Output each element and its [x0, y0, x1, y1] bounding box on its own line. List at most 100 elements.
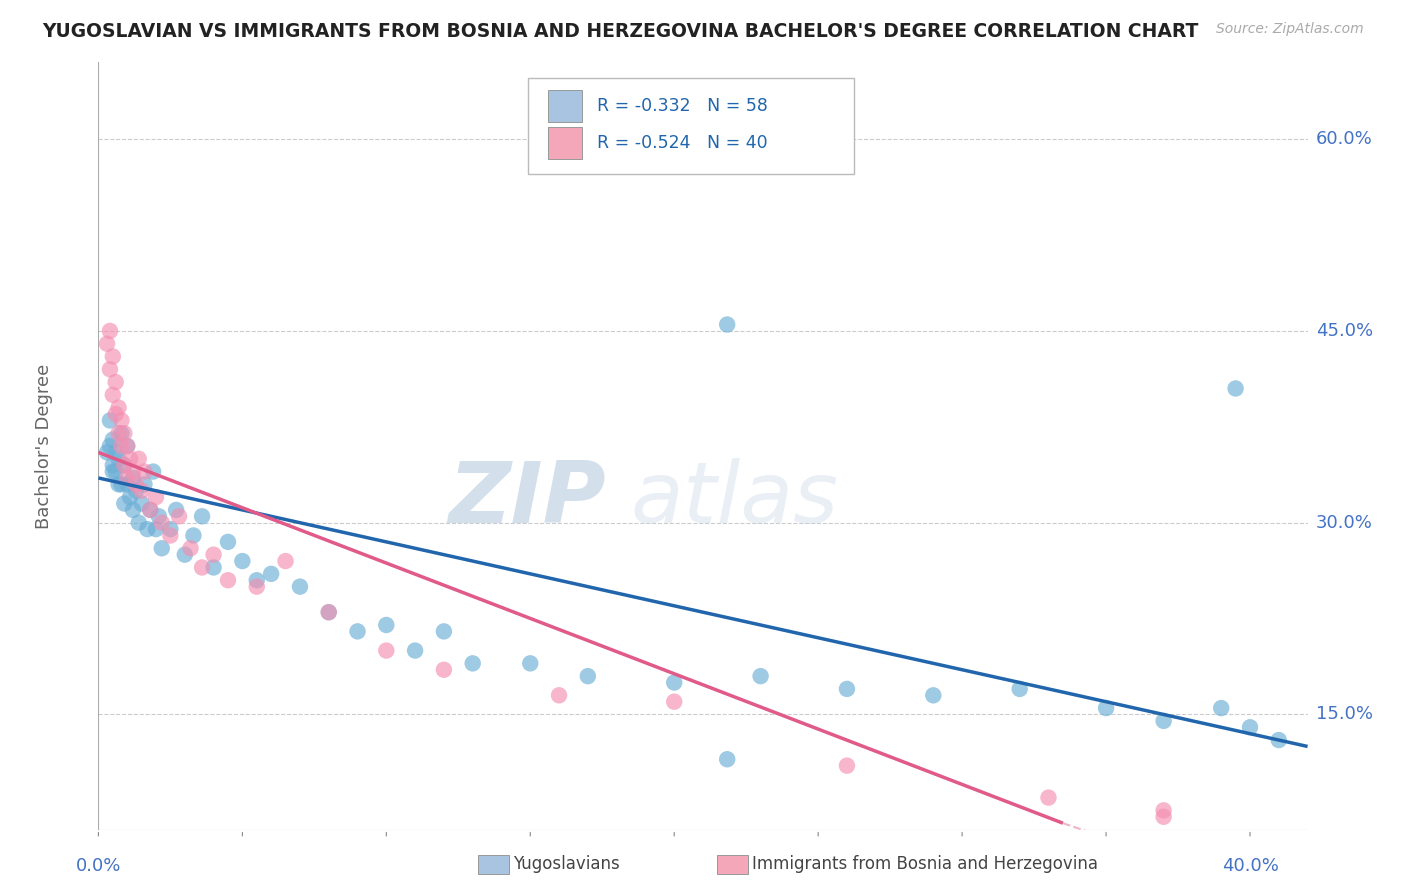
Text: YUGOSLAVIAN VS IMMIGRANTS FROM BOSNIA AND HERZEGOVINA BACHELOR'S DEGREE CORRELAT: YUGOSLAVIAN VS IMMIGRANTS FROM BOSNIA AN… [42, 22, 1198, 41]
Point [104, 465, 127, 479]
Point [98, 439, 121, 453]
Point [112, 458, 135, 473]
Point [576, 669, 599, 683]
Bar [548, 90, 582, 122]
Point [519, 657, 541, 671]
Point [96, 336, 118, 351]
Point [101, 350, 124, 364]
Point [231, 554, 253, 568]
Point [1095, 701, 1118, 715]
Text: Immigrants from Bosnia and Herzegovina: Immigrants from Bosnia and Herzegovina [752, 855, 1098, 873]
Point [548, 689, 571, 703]
Point [107, 401, 129, 415]
Point [375, 643, 398, 657]
Point [173, 548, 195, 562]
Point [217, 573, 239, 587]
Point [165, 503, 187, 517]
Point [159, 522, 181, 536]
Text: Bachelor's Degree: Bachelor's Degree [35, 363, 53, 529]
Text: R = -0.524   N = 40: R = -0.524 N = 40 [596, 134, 768, 152]
Point [125, 483, 148, 498]
Point [101, 433, 124, 447]
Point [716, 752, 738, 766]
Point [159, 528, 181, 542]
Point [131, 483, 153, 498]
Point [180, 541, 202, 556]
Point [433, 624, 456, 639]
Point [404, 643, 426, 657]
Point [112, 426, 135, 441]
Point [128, 516, 150, 530]
Point [101, 388, 124, 402]
Text: 60.0%: 60.0% [1316, 130, 1372, 148]
Point [142, 465, 165, 479]
Text: Yugoslavians: Yugoslavians [513, 855, 620, 873]
Point [134, 465, 156, 479]
Point [107, 451, 129, 466]
Point [134, 477, 156, 491]
Point [139, 503, 162, 517]
Point [318, 605, 340, 619]
Point [131, 496, 153, 510]
Point [664, 675, 686, 690]
Point [98, 324, 121, 338]
Point [1239, 720, 1261, 734]
Point [191, 560, 214, 574]
Point [120, 490, 142, 504]
Text: 40.0%: 40.0% [1222, 857, 1278, 875]
Point [115, 439, 138, 453]
Point [145, 522, 167, 536]
Point [122, 465, 145, 479]
Point [1008, 681, 1031, 696]
Point [202, 548, 225, 562]
Point [101, 465, 124, 479]
Point [128, 451, 150, 466]
Point [150, 516, 173, 530]
Point [96, 445, 118, 459]
Point [183, 528, 205, 542]
Text: atlas: atlas [630, 458, 838, 541]
Point [122, 503, 145, 517]
Point [664, 695, 686, 709]
Point [112, 458, 135, 473]
Point [835, 681, 858, 696]
FancyBboxPatch shape [527, 78, 855, 174]
Point [167, 509, 190, 524]
Text: Source: ZipAtlas.com: Source: ZipAtlas.com [1216, 22, 1364, 37]
Point [217, 535, 239, 549]
Point [1211, 701, 1233, 715]
Point [150, 541, 173, 556]
Point [110, 426, 132, 441]
Point [318, 605, 340, 619]
Point [461, 657, 484, 671]
Point [136, 522, 159, 536]
Text: 45.0%: 45.0% [1316, 322, 1374, 340]
Point [145, 490, 167, 504]
Point [110, 413, 132, 427]
Point [101, 458, 124, 473]
Point [274, 554, 297, 568]
Text: R = -0.332   N = 58: R = -0.332 N = 58 [596, 97, 768, 115]
Point [749, 669, 772, 683]
Point [1225, 381, 1247, 395]
Text: 15.0%: 15.0% [1316, 706, 1372, 723]
Point [922, 689, 945, 703]
Point [1153, 804, 1175, 818]
Text: ZIP: ZIP [449, 458, 606, 541]
Point [346, 624, 368, 639]
Point [375, 618, 398, 632]
Point [98, 413, 121, 427]
Point [246, 573, 269, 587]
Point [1153, 810, 1175, 824]
Point [104, 375, 127, 389]
Point [112, 496, 135, 510]
Point [1153, 714, 1175, 728]
Point [98, 362, 121, 376]
Point [110, 477, 132, 491]
Bar [548, 127, 582, 159]
Point [139, 503, 162, 517]
Point [148, 509, 170, 524]
Point [1268, 733, 1291, 747]
Point [260, 566, 283, 581]
Point [115, 439, 138, 453]
